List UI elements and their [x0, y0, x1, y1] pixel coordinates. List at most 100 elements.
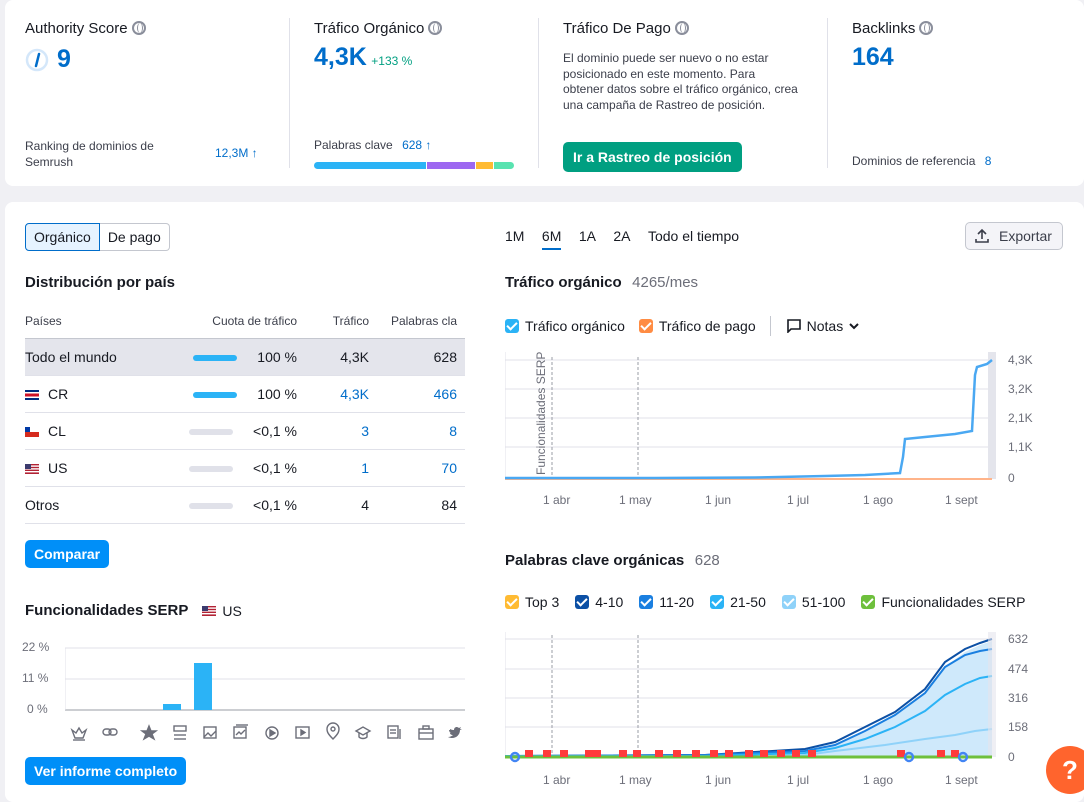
legend-4-10[interactable]: 4-10	[575, 594, 623, 610]
keywords-value[interactable]: 70	[377, 449, 465, 487]
traffic-value[interactable]: 4,3K	[305, 375, 377, 413]
ranking-value[interactable]: 12,3M ↑	[215, 146, 258, 160]
legend-21-50[interactable]: 21-50	[710, 594, 766, 610]
legend-serp-features[interactable]: Funcionalidades SERP	[861, 594, 1025, 610]
x-tick: 1 jul	[787, 773, 809, 787]
notes-dropdown[interactable]: Notas	[786, 318, 861, 334]
main-card: Orgánico De pago Distribución por país P…	[5, 202, 1084, 802]
link-icon[interactable]	[102, 728, 118, 736]
twitter-icon[interactable]	[448, 726, 462, 739]
table-row[interactable]: CL <0,1 % 3 8	[25, 412, 465, 450]
period-tab-active[interactable]: 6M	[541, 228, 562, 250]
paid-traffic-description: El dominio puede ser nuevo o no estar po…	[563, 51, 798, 112]
legend-organic-traffic[interactable]: Tráfico orgánico	[505, 318, 625, 334]
col-countries[interactable]: Países	[25, 304, 175, 339]
google-icon[interactable]	[957, 751, 969, 763]
keywords-value[interactable]: 8	[377, 412, 465, 450]
list-icon[interactable]	[173, 725, 187, 740]
y-tick: 4,3K	[1008, 353, 1033, 367]
location-pin-icon[interactable]	[326, 722, 340, 740]
share-value: <0,1 %	[253, 422, 297, 439]
col-share[interactable]: Cuota de tráfico	[175, 304, 305, 339]
period-tab[interactable]: 1M	[505, 228, 525, 244]
briefcase-icon[interactable]	[418, 725, 434, 740]
y-tick: 632	[1008, 632, 1028, 646]
traffic-value: 4,3K	[305, 338, 377, 376]
legend-label: 21-50	[730, 594, 766, 610]
col-traffic[interactable]: Tráfico	[305, 304, 377, 339]
full-report-button[interactable]: Ver informe completo	[25, 757, 187, 785]
backlinks-value[interactable]: 164	[852, 43, 894, 71]
authority-score-value: 9	[57, 45, 71, 73]
organic-traffic-value[interactable]: 4,3K	[314, 43, 367, 71]
checkbox-icon	[639, 595, 654, 609]
period-tab[interactable]: 2A	[613, 228, 631, 244]
organic-traffic-line[interactable]	[505, 359, 993, 480]
compare-button[interactable]: Comparar	[25, 540, 110, 568]
col-keywords[interactable]: Palabras cla	[377, 304, 465, 339]
paid-traffic-title: Tráfico De Pago	[563, 20, 671, 37]
share-bar	[189, 428, 234, 435]
y-tick: 2,1K	[1008, 411, 1033, 425]
x-tick: 1 may	[619, 493, 652, 507]
y-tick: 316	[1008, 691, 1028, 705]
referring-domains-value[interactable]: 8	[984, 154, 992, 168]
globe-icon	[428, 21, 443, 35]
table-row[interactable]: CR 100 % 4,3K 466	[25, 375, 465, 413]
x-tick: 1 may	[619, 773, 652, 787]
keywords-value: 628	[377, 338, 465, 376]
keywords-area[interactable]	[505, 641, 992, 757]
chevron-down-icon	[849, 323, 859, 330]
flag-us-icon	[25, 463, 39, 474]
video-carousel-icon[interactable]	[295, 726, 310, 739]
google-icon[interactable]	[903, 751, 915, 763]
legend-51-100[interactable]: 51-100	[781, 594, 845, 610]
keywords-value[interactable]: 466	[377, 375, 465, 413]
position-tracking-button[interactable]: Ir a Rastreo de posición	[563, 142, 742, 172]
x-tick: 1 jun	[705, 493, 731, 507]
crown-icon[interactable]	[70, 726, 88, 741]
serp-bar[interactable]	[194, 663, 212, 710]
table-row[interactable]: Otros <0,1 % 4 84	[25, 486, 465, 524]
graduation-cap-icon[interactable]	[354, 726, 372, 740]
export-button[interactable]: Exportar	[965, 222, 1063, 250]
image-pack-icon[interactable]	[233, 724, 248, 739]
serp-country[interactable]: US	[222, 602, 242, 619]
period-tab[interactable]: 1A	[578, 228, 596, 244]
google-icon[interactable]	[509, 751, 521, 763]
legend-paid-traffic[interactable]: Tráfico de pago	[638, 318, 756, 334]
image-icon[interactable]	[203, 726, 217, 739]
x-tick: 1 abr	[543, 773, 570, 787]
organic-toggle[interactable]: Orgánico	[25, 223, 100, 251]
x-tick: 1 jul	[787, 493, 809, 507]
organic-traffic-chart: Funcionalidades SERP 4,3K 3,2K 2,1K 1,1K…	[505, 352, 1033, 507]
traffic-value[interactable]: 1	[305, 449, 377, 487]
traffic-value[interactable]: 3	[305, 412, 377, 450]
serp-markers[interactable]	[509, 750, 969, 763]
series-11-20[interactable]	[505, 648, 993, 757]
checkbox-icon	[575, 595, 590, 609]
legend-label: Tráfico orgánico	[525, 318, 625, 334]
table-row[interactable]: Todo el mundo 100 % 4,3K 628	[25, 338, 465, 376]
series-21-50[interactable]	[505, 675, 993, 757]
organic-keywords-chart: 632 474 316 158 0 1 abr 1 may 1 jun 1 ju…	[505, 632, 1028, 787]
keywords-distribution-bar	[314, 162, 514, 169]
help-button[interactable]: ?	[1046, 746, 1084, 794]
notes-label: Notas	[806, 318, 844, 334]
serp-bar[interactable]	[163, 704, 181, 710]
paid-toggle[interactable]: De pago	[99, 223, 170, 251]
flag-cl-icon	[25, 426, 39, 437]
keywords-value[interactable]: 628 ↑	[402, 138, 432, 152]
x-tick: 1 ago	[863, 773, 893, 787]
period-tabs: 1M 6M 1A 2A Todo el tiempo	[505, 228, 752, 250]
legend-top3[interactable]: Top 3	[505, 594, 559, 610]
star-icon[interactable]	[139, 724, 159, 741]
legend-11-20[interactable]: 11-20	[639, 594, 694, 610]
share-value: 100 %	[257, 348, 297, 365]
video-icon[interactable]	[265, 726, 279, 740]
series-4-10[interactable]	[505, 638, 993, 757]
period-tab[interactable]: Todo el tiempo	[647, 228, 740, 244]
keywords-label: Palabras clave	[314, 138, 393, 152]
news-icon[interactable]	[387, 725, 401, 739]
table-row[interactable]: US <0,1 % 1 70	[25, 449, 465, 487]
